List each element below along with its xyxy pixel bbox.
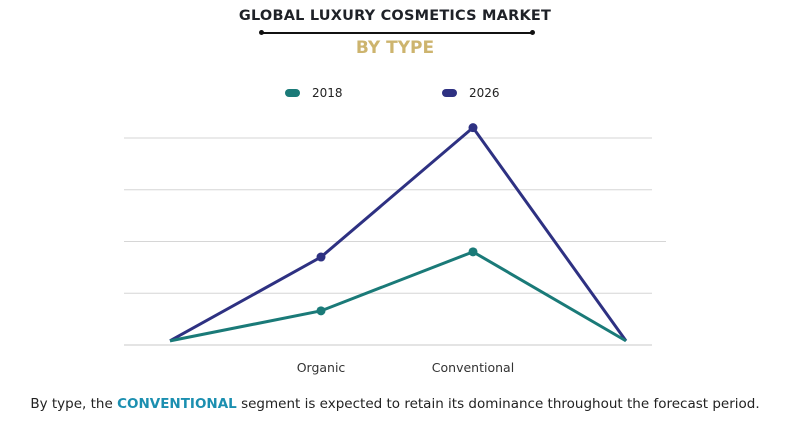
series-line-2018 (169, 250, 627, 343)
series-line-2026 (169, 125, 628, 343)
legend-swatch-2018 (285, 89, 300, 97)
title-divider (259, 30, 535, 35)
data-point-2026 (468, 123, 478, 133)
data-point-2018 (316, 306, 326, 316)
chart-caption: By type, the CONVENTIONAL segment is exp… (0, 396, 790, 412)
data-point-2018 (468, 247, 478, 257)
legend-item-2018: 2018 (285, 86, 343, 100)
legend-swatch-2026 (442, 89, 457, 97)
caption-highlight: CONVENTIONAL (117, 396, 237, 412)
chart-title: GLOBAL LUXURY COSMETICS MARKET (238, 8, 552, 24)
caption-suffix: segment is expected to retain its domina… (236, 396, 760, 412)
legend-label: 2026 (469, 86, 500, 100)
legend-label: 2018 (312, 86, 343, 100)
legend-item-2026: 2026 (442, 86, 500, 100)
caption-prefix: By type, the (30, 396, 118, 412)
x-tick-label: Organic (297, 360, 346, 375)
data-point-2026 (316, 252, 326, 262)
chart-subtitle: BY TYPE (355, 38, 435, 58)
x-tick-label: Conventional (432, 360, 514, 375)
